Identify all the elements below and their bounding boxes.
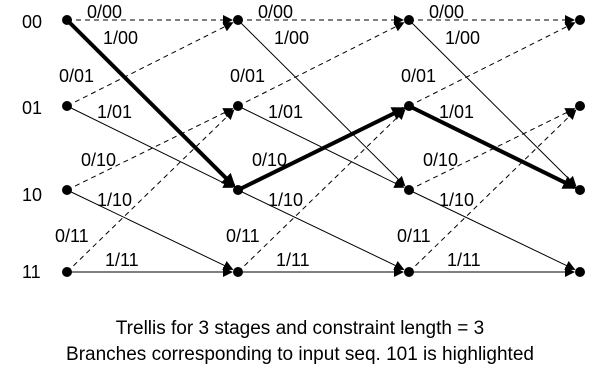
branch-arrow-stage1-3-to-1 (237, 109, 406, 273)
state-labels: 00 01 10 11 (22, 12, 42, 282)
branch-arrow-stage1-1-to-2 (237, 105, 405, 188)
state-node (233, 101, 243, 111)
state-node (233, 185, 243, 195)
branch-label: 1/11 (447, 250, 481, 270)
branch-label: 0/11 (226, 226, 260, 246)
branch-label: 1/00 (274, 28, 309, 48)
edges (65, 15, 578, 277)
branch-arrow-stage0-3-to-1 (66, 109, 235, 273)
edge-labels: 0/001/000/011/010/101/100/111/110/001/00… (55, 2, 481, 270)
state-node (404, 185, 414, 195)
branch-label: 1/01 (439, 102, 474, 122)
branch-arrow-stage1-0-to-2 (237, 19, 406, 187)
nodes (62, 15, 585, 277)
state-node (62, 267, 72, 277)
branch-label: 0/11 (55, 226, 89, 246)
branch-label: 0/01 (59, 66, 94, 86)
trellis-diagram: 00 01 10 11 0/001/000/011/010/101/100/11… (22, 2, 585, 282)
state-label-01: 01 (22, 98, 42, 118)
state-node (62, 185, 72, 195)
branch-label: 1/11 (276, 250, 310, 270)
branch-label: 1/10 (439, 190, 474, 210)
branch-label: 0/00 (87, 2, 122, 22)
state-node (404, 101, 414, 111)
branch-label: 0/00 (429, 2, 464, 22)
branch-label: 0/00 (258, 2, 293, 22)
branch-arrow-stage0-1-to-2 (66, 105, 234, 188)
branch-arrow-stage2-1-to-0 (408, 22, 576, 107)
branch-arrow-stage0-0-to-2 (65, 18, 236, 188)
state-node (62, 101, 72, 111)
state-label-10: 10 (22, 185, 42, 205)
state-label-11: 11 (22, 262, 41, 282)
branch-arrow-stage2-1-to-2 (408, 104, 578, 190)
state-node (575, 15, 585, 25)
branch-label: 1/11 (105, 250, 139, 270)
branch-arrow-stage0-2-to-1 (66, 108, 234, 191)
branch-arrow-stage2-2-to-3 (408, 189, 576, 271)
branch-arrow-stage2-2-to-1 (408, 108, 576, 191)
caption-line-2: Branches corresponding to input seq. 101… (66, 344, 534, 365)
branch-arrow-stage0-2-to-3 (66, 189, 234, 271)
branch-arrow-stage1-2-to-1 (237, 106, 407, 192)
branch-label: 1/10 (268, 190, 303, 210)
branch-arrow-stage1-1-to-0 (237, 22, 405, 107)
state-node (404, 267, 414, 277)
state-node (233, 267, 243, 277)
branch-arrow-stage1-2-to-3 (237, 189, 405, 271)
branch-label: 0/11 (397, 226, 431, 246)
state-node (575, 101, 585, 111)
state-node (404, 15, 414, 25)
branch-label: 0/01 (230, 66, 265, 86)
branch-label: 1/10 (97, 190, 132, 210)
branch-label: 1/01 (97, 102, 132, 122)
caption-line-1: Trellis for 3 stages and constraint leng… (115, 318, 485, 339)
branch-label: 0/10 (81, 150, 116, 170)
branch-label: 1/01 (268, 102, 303, 122)
state-node (575, 185, 585, 195)
state-node (575, 267, 585, 277)
branch-label: 1/00 (445, 28, 480, 48)
branch-label: 0/10 (423, 150, 458, 170)
state-node (233, 15, 243, 25)
branch-label: 1/00 (103, 28, 138, 48)
state-node (62, 15, 72, 25)
branch-arrow-stage2-3-to-1 (408, 109, 577, 273)
branch-arrow-stage0-1-to-0 (66, 22, 234, 107)
branch-arrow-stage2-0-to-2 (408, 19, 577, 187)
state-label-00: 00 (22, 12, 42, 32)
branch-label: 0/10 (252, 150, 287, 170)
branch-label: 0/01 (401, 66, 436, 86)
